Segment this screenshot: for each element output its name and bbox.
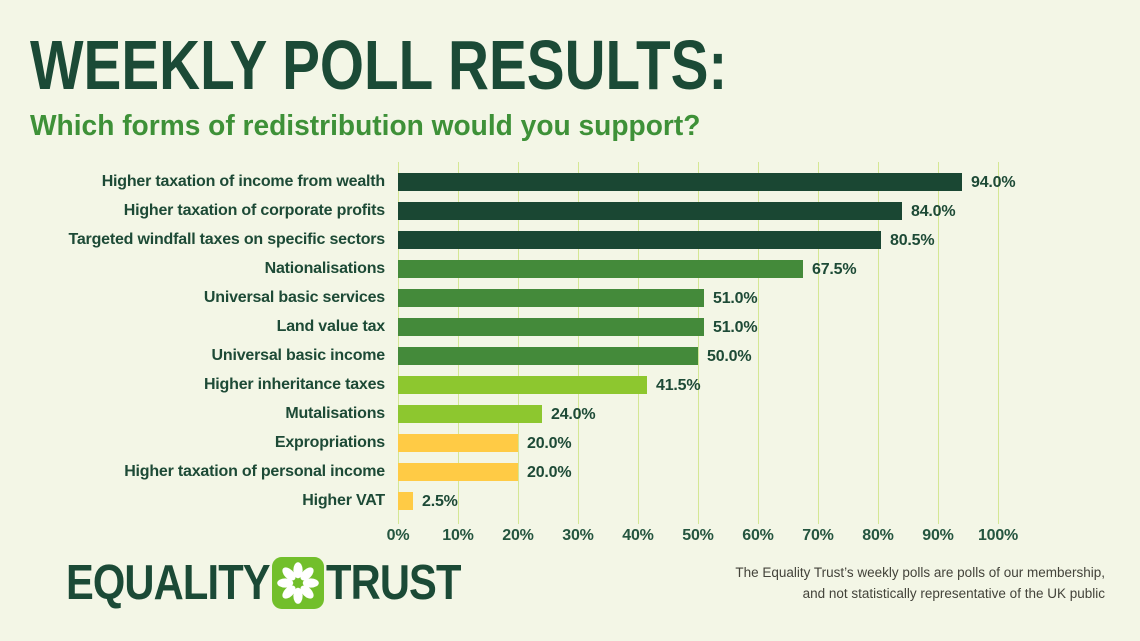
- gridline: [458, 162, 459, 524]
- value-label: 67.5%: [812, 260, 857, 278]
- bar: [398, 317, 704, 336]
- bar-track: 51.0%: [398, 317, 998, 336]
- bar: [398, 462, 518, 481]
- x-tick: 60%: [742, 527, 774, 544]
- chart-row: Land value tax 51.0%: [30, 312, 1110, 341]
- value-label: 20.0%: [527, 434, 572, 452]
- chart-row: Universal basic income 50.0%: [30, 341, 1110, 370]
- value-label: 94.0%: [971, 173, 1016, 191]
- chart-row: Higher taxation of personal income 20.0%: [30, 457, 1110, 486]
- category-label: Expropriations: [274, 433, 385, 451]
- x-tick: 80%: [862, 527, 894, 544]
- gridline: [578, 162, 579, 524]
- bar-chart: Higher taxation of income from wealth 94.…: [30, 162, 1110, 549]
- x-tick: 70%: [802, 527, 834, 544]
- bar-rows: Higher taxation of income from wealth 94.…: [30, 167, 1110, 515]
- category-label: Higher taxation of personal income: [124, 462, 385, 480]
- value-label: 50.0%: [707, 347, 752, 365]
- category-label: Higher VAT: [302, 491, 385, 509]
- bar-track: 50.0%: [398, 346, 998, 365]
- bar: [398, 259, 803, 278]
- bar-track: 51.0%: [398, 288, 998, 307]
- gridline: [638, 162, 639, 524]
- header: WEEKLY POLL RESULTS: Which forms of redi…: [0, 0, 1140, 143]
- value-label: 41.5%: [656, 376, 701, 394]
- value-label: 51.0%: [713, 318, 758, 336]
- bar: [398, 201, 902, 220]
- x-tick: 40%: [622, 527, 654, 544]
- bar: [398, 375, 647, 394]
- chart-row: Mutalisations 24.0%: [30, 399, 1110, 428]
- bar-track: 2.5%: [398, 491, 998, 510]
- bar-track: 84.0%: [398, 201, 998, 220]
- gridline: [758, 162, 759, 524]
- plot-area: Higher taxation of income from wealth 94.…: [30, 162, 1110, 524]
- chart-row: Targeted windfall taxes on specific sect…: [30, 225, 1110, 254]
- gridline: [398, 162, 399, 524]
- bar: [398, 491, 413, 510]
- x-tick: 0%: [386, 527, 410, 544]
- bar: [398, 288, 704, 307]
- logo-text-equality: EQUALITY: [65, 556, 271, 610]
- chart-row: Nationalisations 67.5%: [30, 254, 1110, 283]
- bar: [398, 404, 542, 423]
- x-tick: 30%: [562, 527, 594, 544]
- chart-row: Higher taxation of corporate profits 84.0…: [30, 196, 1110, 225]
- bar-track: 67.5%: [398, 259, 998, 278]
- x-tick: 20%: [502, 527, 534, 544]
- page-title: WEEKLY POLL RESULTS:: [30, 26, 728, 104]
- disclaimer-line-2: and not statistically representative of …: [802, 586, 1105, 601]
- gridline: [878, 162, 879, 524]
- bar-track: 20.0%: [398, 462, 998, 481]
- category-label: Higher inheritance taxes: [203, 375, 385, 393]
- value-label: 20.0%: [527, 463, 572, 481]
- gridline: [698, 162, 699, 524]
- gridline: [818, 162, 819, 524]
- category-label: Nationalisations: [264, 259, 386, 277]
- value-label: 24.0%: [551, 405, 596, 423]
- bar: [398, 172, 962, 191]
- bar-track: 41.5%: [398, 375, 998, 394]
- page-subtitle: Which forms of redistribution would you …: [30, 110, 701, 142]
- value-label: 80.5%: [890, 231, 935, 249]
- x-tick: 10%: [442, 527, 474, 544]
- category-label: Land value tax: [276, 317, 386, 335]
- category-label: Higher taxation of income from wealth: [101, 172, 386, 190]
- disclaimer-line-1: The Equality Trust’s weekly polls are po…: [735, 565, 1105, 580]
- gridline: [938, 162, 939, 524]
- bar-track: 20.0%: [398, 433, 998, 452]
- x-axis: 0% 10% 20% 30% 40% 50% 60% 70% 80% 90% 100%: [387, 515, 1110, 549]
- bar-track: 94.0%: [398, 172, 1016, 191]
- bar: [398, 346, 698, 365]
- footer: EQUALITY TRUST The Equality Trust’s week…: [0, 555, 1140, 611]
- chart-row: Higher VAT 2.5%: [30, 486, 1110, 515]
- chart-row: Expropriations 20.0%: [30, 428, 1110, 457]
- bar: [398, 230, 881, 249]
- x-tick: 90%: [922, 527, 954, 544]
- flower-icon: [271, 557, 324, 609]
- value-label: 51.0%: [713, 289, 758, 307]
- gridline: [998, 162, 999, 524]
- category-label: Targeted windfall taxes on specific sect…: [68, 230, 385, 248]
- bar-track: 24.0%: [398, 404, 998, 423]
- bar-track: 80.5%: [398, 230, 998, 249]
- gridline: [518, 162, 519, 524]
- chart-row: Universal basic services 51.0%: [30, 283, 1110, 312]
- category-label: Higher taxation of corporate profits: [123, 201, 385, 219]
- chart-row: Higher taxation of income from wealth 94.…: [30, 167, 1110, 196]
- value-label: 84.0%: [911, 202, 956, 220]
- x-tick: 50%: [682, 527, 714, 544]
- bar: [398, 433, 518, 452]
- x-tick: 100%: [977, 527, 1019, 544]
- category-label: Universal basic services: [203, 288, 385, 306]
- disclaimer: The Equality Trust’s weekly polls are po…: [735, 562, 1105, 604]
- value-label: 2.5%: [422, 492, 458, 510]
- chart-row: Higher inheritance taxes 41.5%: [30, 370, 1110, 399]
- category-label: Universal basic income: [211, 346, 386, 364]
- category-label: Mutalisations: [285, 404, 385, 422]
- logo-text-trust: TRUST: [325, 556, 461, 610]
- equality-trust-logo: EQUALITY TRUST: [30, 555, 484, 611]
